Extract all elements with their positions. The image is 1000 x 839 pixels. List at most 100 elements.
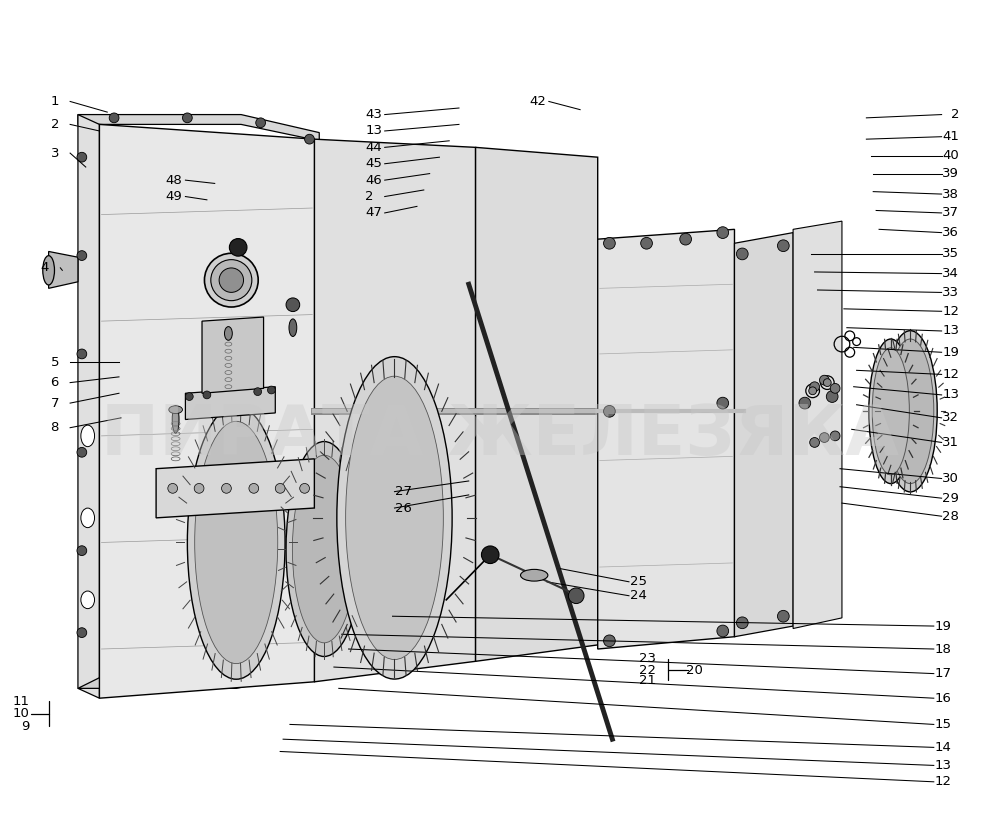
Text: 5: 5	[51, 356, 59, 368]
Circle shape	[267, 386, 275, 393]
Text: 21: 21	[639, 674, 656, 686]
Circle shape	[77, 545, 87, 555]
Text: 19: 19	[942, 346, 959, 359]
Ellipse shape	[43, 256, 54, 285]
Text: 12: 12	[942, 368, 959, 381]
Circle shape	[286, 298, 300, 311]
Text: 39: 39	[942, 167, 959, 180]
Ellipse shape	[81, 508, 95, 528]
Circle shape	[77, 153, 87, 162]
Text: 12: 12	[934, 775, 951, 789]
Text: 19: 19	[934, 619, 951, 633]
Text: 16: 16	[934, 691, 951, 705]
Ellipse shape	[204, 253, 258, 307]
Circle shape	[810, 438, 819, 447]
Text: 46: 46	[365, 174, 382, 186]
Text: 22: 22	[639, 664, 656, 677]
Circle shape	[777, 610, 789, 622]
Polygon shape	[78, 115, 319, 141]
Text: 31: 31	[942, 436, 959, 449]
Ellipse shape	[187, 406, 285, 680]
Ellipse shape	[521, 570, 548, 581]
Circle shape	[736, 617, 748, 628]
Text: 30: 30	[942, 472, 959, 485]
Text: 47: 47	[365, 206, 382, 220]
Polygon shape	[49, 252, 78, 289]
Ellipse shape	[337, 357, 452, 679]
Text: 35: 35	[942, 248, 959, 260]
Circle shape	[203, 391, 211, 399]
Text: ПИРАТА ЖЕЛЕЗЯКА: ПИРАТА ЖЕЛЕЗЯКА	[101, 403, 899, 469]
Text: 45: 45	[365, 157, 382, 170]
Circle shape	[717, 397, 729, 409]
Circle shape	[777, 240, 789, 252]
Circle shape	[568, 588, 584, 603]
Text: 10: 10	[12, 707, 29, 720]
Polygon shape	[598, 229, 734, 649]
Circle shape	[256, 118, 266, 128]
Circle shape	[799, 397, 811, 409]
Ellipse shape	[872, 348, 909, 475]
Text: 49: 49	[166, 190, 183, 203]
Text: 24: 24	[630, 589, 647, 602]
Text: 44: 44	[365, 141, 382, 154]
Ellipse shape	[169, 406, 182, 414]
Text: 36: 36	[942, 226, 959, 239]
Text: 7: 7	[51, 397, 59, 409]
Circle shape	[305, 134, 314, 144]
Text: 37: 37	[942, 206, 959, 220]
Ellipse shape	[869, 339, 913, 483]
Text: 14: 14	[934, 741, 951, 754]
Text: 13: 13	[934, 759, 951, 772]
Text: 2: 2	[51, 118, 59, 131]
Circle shape	[481, 546, 499, 564]
Circle shape	[604, 237, 615, 249]
Text: 32: 32	[942, 411, 959, 425]
Circle shape	[254, 388, 262, 395]
Circle shape	[77, 628, 87, 638]
Text: 17: 17	[934, 667, 951, 680]
Circle shape	[604, 405, 615, 417]
Ellipse shape	[292, 456, 356, 643]
Circle shape	[604, 635, 615, 647]
Text: 23: 23	[639, 653, 656, 665]
Ellipse shape	[883, 331, 937, 492]
Circle shape	[717, 227, 729, 238]
Text: 41: 41	[942, 130, 959, 143]
Text: 20: 20	[686, 664, 703, 677]
Polygon shape	[78, 115, 99, 698]
Text: 13: 13	[942, 388, 959, 401]
Circle shape	[229, 238, 247, 256]
Circle shape	[77, 447, 87, 457]
Circle shape	[810, 382, 819, 392]
Circle shape	[819, 375, 829, 385]
Ellipse shape	[172, 406, 179, 433]
Text: 6: 6	[51, 376, 59, 389]
Circle shape	[300, 483, 309, 493]
Circle shape	[819, 433, 829, 442]
Polygon shape	[314, 139, 476, 682]
Circle shape	[830, 431, 840, 440]
Text: 28: 28	[942, 510, 959, 523]
Polygon shape	[476, 148, 598, 661]
Text: 38: 38	[942, 188, 959, 201]
Text: 34: 34	[942, 267, 959, 280]
Text: 48: 48	[166, 174, 183, 186]
Text: 13: 13	[942, 325, 959, 337]
Ellipse shape	[81, 425, 95, 446]
Polygon shape	[99, 124, 314, 698]
Ellipse shape	[346, 376, 443, 659]
Circle shape	[830, 383, 840, 393]
Text: 4: 4	[41, 262, 49, 274]
Ellipse shape	[887, 339, 934, 483]
Circle shape	[77, 251, 87, 260]
Text: 25: 25	[630, 576, 647, 588]
Text: 29: 29	[942, 492, 959, 505]
Circle shape	[194, 483, 204, 493]
Ellipse shape	[195, 421, 278, 664]
Text: 42: 42	[529, 95, 546, 108]
Ellipse shape	[219, 268, 244, 292]
Polygon shape	[156, 459, 314, 518]
Text: 1: 1	[51, 95, 59, 108]
Circle shape	[77, 349, 87, 359]
